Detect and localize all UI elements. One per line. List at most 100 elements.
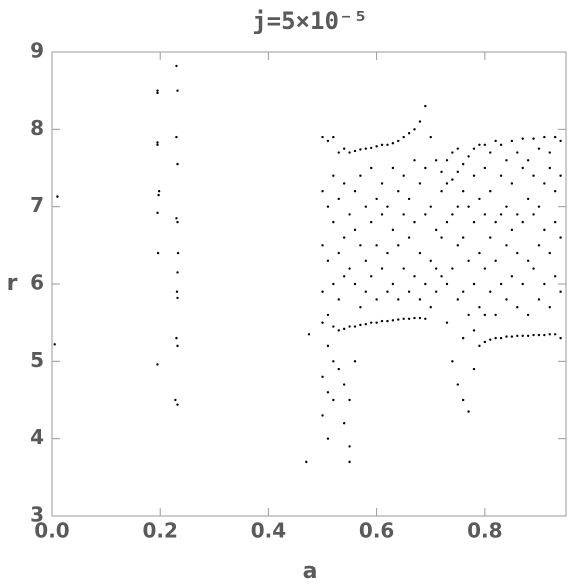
point — [397, 244, 400, 247]
point — [337, 251, 340, 255]
point — [505, 205, 508, 208]
point — [499, 213, 503, 216]
point — [467, 410, 470, 413]
point — [348, 151, 351, 154]
point — [337, 367, 340, 371]
point — [456, 383, 459, 386]
point — [413, 159, 416, 162]
point — [478, 143, 481, 146]
point — [375, 321, 378, 324]
point — [537, 333, 541, 337]
point — [418, 120, 422, 123]
point — [440, 170, 443, 174]
point — [175, 217, 178, 220]
point — [451, 213, 454, 216]
point — [380, 213, 384, 216]
point — [402, 213, 405, 216]
plot-frame — [51, 51, 567, 517]
point — [456, 147, 459, 150]
point — [397, 318, 400, 321]
chart-title: j=5×10⁻⁵ — [252, 7, 368, 35]
point — [472, 220, 476, 224]
point — [53, 343, 56, 346]
point — [391, 142, 395, 145]
point — [456, 244, 459, 247]
y-tick-label: 8 — [30, 116, 44, 140]
point — [462, 398, 465, 402]
point — [326, 139, 330, 143]
point — [532, 267, 535, 270]
point — [478, 197, 481, 201]
point — [499, 174, 503, 177]
point — [342, 182, 346, 185]
point — [156, 141, 159, 144]
point — [337, 298, 340, 301]
point — [424, 104, 427, 108]
x-tick-label: 0.2 — [142, 519, 177, 543]
point — [326, 344, 330, 348]
y-axis-label: r — [7, 271, 18, 296]
point — [532, 137, 535, 140]
point — [413, 275, 416, 278]
point — [472, 174, 476, 177]
point — [537, 298, 541, 301]
point — [375, 298, 378, 301]
point — [342, 236, 346, 239]
point — [521, 166, 524, 170]
point — [483, 213, 487, 216]
point — [348, 398, 351, 402]
point — [472, 367, 476, 371]
point — [429, 259, 432, 262]
point — [521, 334, 524, 338]
x-axis-label: a — [303, 559, 318, 584]
point — [359, 306, 362, 309]
point — [353, 282, 357, 286]
point — [380, 182, 384, 185]
point — [176, 89, 179, 92]
point — [176, 296, 179, 300]
point — [462, 190, 465, 193]
point — [505, 159, 508, 162]
point — [342, 422, 346, 425]
point — [364, 147, 368, 150]
point — [353, 149, 357, 153]
point — [305, 460, 308, 464]
point — [445, 321, 449, 324]
point — [483, 313, 487, 317]
point — [429, 135, 432, 139]
point — [413, 220, 416, 224]
point — [332, 220, 335, 224]
point — [332, 174, 335, 177]
point — [494, 259, 497, 262]
point — [440, 190, 443, 193]
point — [386, 319, 389, 323]
point — [348, 325, 351, 328]
point — [321, 414, 324, 417]
point — [521, 137, 524, 140]
x-tick-label: 0.4 — [251, 519, 286, 543]
point — [483, 166, 487, 170]
point — [418, 316, 422, 320]
point — [380, 267, 384, 270]
point — [342, 275, 346, 278]
point — [516, 151, 519, 154]
point — [342, 383, 346, 386]
point — [462, 290, 465, 293]
point — [175, 64, 178, 68]
y-tick-label: 4 — [30, 425, 44, 449]
point — [402, 267, 405, 270]
point — [499, 143, 503, 146]
point — [434, 228, 438, 232]
point — [348, 460, 351, 464]
point — [402, 174, 405, 177]
point — [483, 340, 487, 344]
point — [359, 244, 362, 247]
point — [386, 205, 389, 208]
point — [424, 166, 427, 170]
point — [553, 333, 557, 336]
point — [543, 282, 546, 286]
point — [402, 135, 405, 139]
point — [176, 403, 179, 406]
point — [370, 321, 373, 324]
